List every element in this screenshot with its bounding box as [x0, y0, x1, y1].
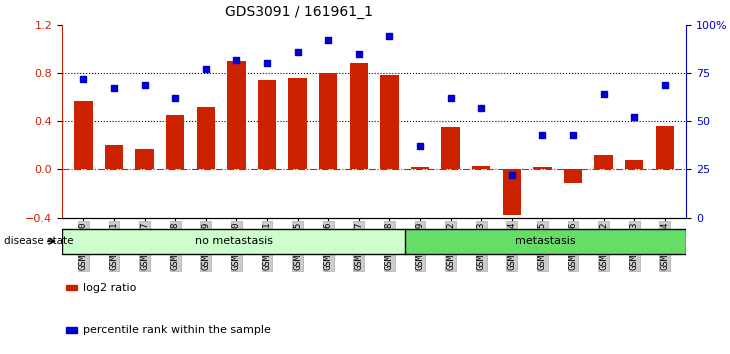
- Bar: [656, 126, 674, 170]
- Bar: [136, 149, 154, 170]
- Bar: [288, 78, 307, 170]
- Bar: [62, 229, 405, 254]
- Bar: [350, 63, 368, 170]
- Point: [108, 86, 120, 91]
- Point: [598, 91, 610, 97]
- Bar: [533, 167, 552, 170]
- Title: GDS3091 / 161961_1: GDS3091 / 161961_1: [226, 5, 373, 18]
- Bar: [442, 127, 460, 170]
- Point: [77, 76, 89, 82]
- Bar: [166, 115, 185, 170]
- Point: [629, 115, 640, 120]
- Point: [231, 57, 242, 62]
- Point: [659, 82, 671, 87]
- Point: [139, 82, 150, 87]
- Point: [261, 61, 273, 66]
- Bar: [472, 166, 491, 170]
- Point: [414, 143, 426, 149]
- Bar: [564, 170, 583, 183]
- Bar: [319, 73, 337, 170]
- Text: log2 ratio: log2 ratio: [83, 282, 137, 293]
- Bar: [625, 160, 643, 170]
- Bar: [405, 229, 686, 254]
- Bar: [196, 107, 215, 170]
- Bar: [411, 167, 429, 170]
- Point: [506, 172, 518, 178]
- Point: [475, 105, 487, 110]
- Point: [292, 49, 304, 55]
- Text: metastasis: metastasis: [515, 236, 576, 246]
- Point: [353, 51, 365, 57]
- Point: [169, 95, 181, 101]
- Bar: [74, 101, 93, 170]
- Bar: [105, 145, 123, 170]
- Point: [537, 132, 548, 138]
- Bar: [258, 80, 276, 170]
- Text: no metastasis: no metastasis: [195, 236, 273, 246]
- Bar: [380, 75, 399, 170]
- Point: [445, 95, 456, 101]
- Text: disease state: disease state: [4, 236, 73, 246]
- Point: [323, 38, 334, 43]
- Point: [567, 132, 579, 138]
- Point: [200, 66, 212, 72]
- Text: percentile rank within the sample: percentile rank within the sample: [83, 325, 271, 335]
- Bar: [503, 170, 521, 215]
- Point: [383, 34, 395, 39]
- Bar: [594, 155, 612, 170]
- Bar: [227, 61, 245, 170]
